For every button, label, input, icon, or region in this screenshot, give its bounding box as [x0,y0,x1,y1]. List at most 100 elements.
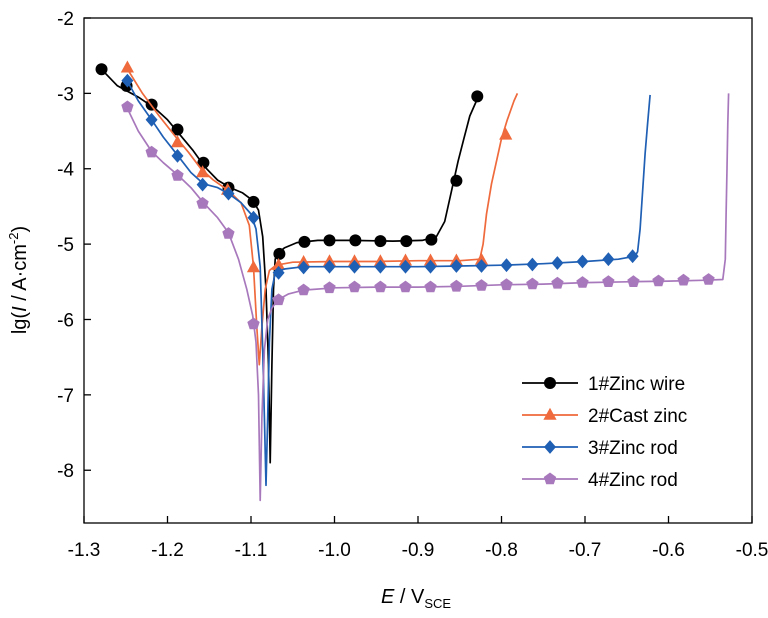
legend-swatch-marker [544,377,556,389]
data-point [526,257,539,272]
data-point [423,253,438,266]
data-point [424,280,437,293]
legend-label: 3#Zinc rod [588,438,678,459]
legend-label: 1#Zinc wire [588,374,685,395]
data-point [602,275,615,287]
data-point [121,100,134,113]
data-point [475,279,488,291]
x-tick-label: -0.8 [485,540,518,561]
series-line [125,67,519,366]
legend-label: 2#Cast zinc [588,406,687,427]
data-point [121,73,134,88]
y-tick-label: -4 [57,160,74,181]
data-point [627,275,640,287]
data-point [500,258,513,273]
data-point [297,260,310,275]
legend-swatch-marker [543,472,557,485]
data-point [222,227,235,239]
axes: -1.3 -1.2 -1.1 -1.0 -0.9 -0.8 -0.7 -0.6 -0.5 -2 -3… [57,9,768,561]
data-point [551,276,564,289]
legend-item: 3#Zinc rod [522,438,678,459]
x-axis-title-sub: SCE [424,596,451,611]
data-point [323,234,336,247]
data-point [475,259,488,273]
data-point [298,235,311,248]
data-point [196,165,210,178]
data-point [222,186,235,201]
y-tick-label: -5 [57,235,74,256]
data-point [297,283,310,296]
data-point [196,177,209,192]
data-point [652,274,665,287]
data-point [450,174,463,187]
y-tick-label: -7 [57,386,74,407]
legend: 1#Zinc wire 2#Cast zinc 3#Zinc rod 4#Zinc r… [522,374,687,491]
data-point [348,280,361,293]
legend-item: 1#Zinc wire [522,374,685,395]
y-tick-label: -8 [57,461,74,482]
x-tick-label: -1.0 [318,540,351,561]
y-tick-label: -2 [57,9,74,30]
data-point [374,280,387,293]
data-point [677,273,690,286]
x-tick-label: -1.2 [151,540,184,561]
data-point [273,247,286,260]
legend-swatch-marker [544,440,556,454]
series-4 [121,93,730,502]
data-point [399,259,412,274]
y-tick-label: -3 [57,84,74,105]
series-layer [95,60,730,502]
data-point [398,253,413,266]
y-axis-title-unit: A·cm [9,244,31,291]
data-point [424,259,437,274]
series-3 [121,73,651,487]
data-point [323,259,336,274]
data-point [171,169,184,181]
data-point [474,252,489,265]
x-axis-title: E / VSCE [381,586,451,611]
data-point [576,254,589,269]
data-point [526,277,539,290]
data-point [602,252,615,267]
y-tick-label: -6 [57,310,74,331]
x-axis-title-unit: V [411,586,425,608]
data-point [399,280,412,293]
legend-label: 4#Zinc rod [588,470,678,491]
y-axis-title-main: I [9,306,31,312]
data-point [247,317,260,330]
data-point [247,195,260,208]
data-point [626,249,639,264]
data-point [576,276,589,288]
data-point [400,235,413,248]
data-point [246,260,261,273]
x-tick-label: -1.3 [68,540,101,561]
y-axis-title: lg(I / A·cm-2) [6,226,31,334]
data-point [171,149,184,163]
x-tick-label: -0.5 [736,540,768,561]
data-point [450,259,463,273]
data-point [323,281,336,294]
legend-item: 2#Cast zinc [522,406,687,427]
x-tick-label: -0.6 [652,540,685,561]
data-point [349,234,362,247]
data-point [702,273,715,285]
data-point [374,235,387,248]
series-line [100,68,479,464]
data-point [374,259,387,274]
data-point [196,196,209,209]
x-axis-title-main: E [381,586,395,608]
data-point [450,279,463,292]
data-point [145,112,158,127]
y-axis-title-sup: -2 [6,233,21,245]
data-point [471,90,484,103]
series-2 [120,60,519,366]
data-point [348,259,361,274]
x-tick-label: -0.9 [402,540,435,561]
data-point [272,258,286,270]
data-point [120,60,134,73]
data-point [272,293,285,306]
data-point [500,278,513,291]
legend-item: 4#Zinc rod [522,470,678,491]
x-tick-label: -1.1 [235,540,268,561]
